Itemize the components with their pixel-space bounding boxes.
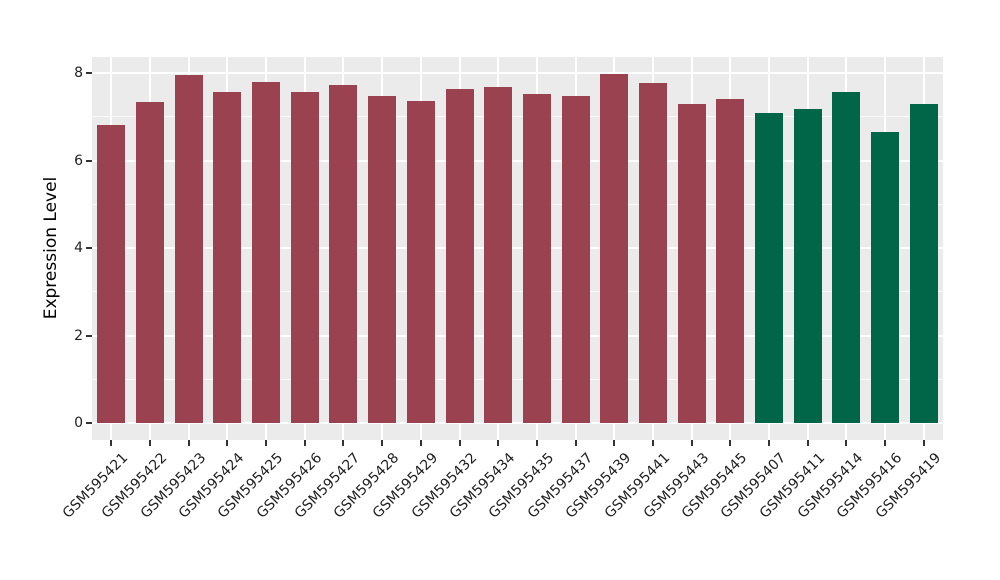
y-tick-label: 0 (74, 415, 83, 431)
x-tick-mark (187, 440, 190, 446)
gridline-horizontal-major (92, 422, 943, 424)
bar-GSM595421 (97, 124, 126, 423)
x-tick-mark (381, 440, 384, 446)
bar-GSM595435 (522, 94, 551, 423)
x-tick-mark (226, 440, 229, 446)
bar-GSM595424 (213, 91, 242, 423)
x-tick-mark (613, 440, 616, 446)
bar-GSM595427 (329, 84, 358, 423)
bar-GSM595414 (832, 92, 861, 424)
bar-GSM595423 (174, 75, 203, 423)
x-tick-mark (806, 440, 809, 446)
y-tick-label: 6 (74, 152, 83, 169)
x-tick-mark (845, 440, 848, 446)
bar-GSM595443 (677, 103, 706, 423)
gridline-horizontal-minor (92, 378, 943, 380)
bar-GSM595439 (600, 73, 629, 423)
x-tick-mark (651, 440, 654, 446)
x-tick-mark (574, 440, 577, 446)
x-tick-mark (884, 440, 886, 446)
bar-GSM595422 (136, 102, 164, 423)
gridline-horizontal-minor (92, 203, 943, 205)
y-tick-mark (86, 334, 92, 337)
bar-GSM595441 (638, 82, 667, 423)
bar-GSM595411 (793, 109, 822, 423)
bar-GSM595432 (445, 89, 474, 423)
x-tick-mark (458, 440, 461, 446)
y-tick-mark (86, 72, 92, 74)
y-tick-label: 4 (74, 240, 83, 256)
x-tick-mark (419, 440, 422, 446)
x-tick-mark (729, 440, 732, 446)
bar-GSM595419 (909, 103, 938, 423)
bar-GSM595429 (406, 101, 435, 423)
x-tick-mark (690, 440, 693, 446)
gridline-horizontal-major (92, 247, 943, 249)
x-tick-mark (149, 440, 151, 446)
bar-GSM595416 (871, 131, 899, 423)
x-tick-mark (303, 440, 306, 446)
x-tick-mark (767, 440, 770, 446)
bar-GSM595428 (368, 95, 397, 424)
x-tick-mark (497, 440, 500, 446)
plot-panel (92, 57, 943, 440)
bar-GSM595426 (290, 91, 319, 423)
x-tick-mark (922, 440, 925, 446)
bar-GSM595434 (484, 87, 513, 423)
x-tick-mark (265, 440, 268, 446)
gridline-horizontal-minor (92, 116, 943, 118)
gridline-horizontal-minor (92, 291, 943, 293)
gridline-horizontal-major (92, 72, 943, 74)
bar-GSM595437 (561, 95, 590, 424)
y-tick-label: 8 (74, 65, 83, 81)
bar-GSM595407 (754, 113, 783, 424)
y-tick-label: 2 (74, 327, 83, 344)
y-tick-mark (86, 422, 92, 424)
y-tick-mark (86, 159, 92, 162)
y-tick-mark (86, 247, 92, 249)
x-tick-mark (110, 440, 113, 446)
gridline-horizontal-major (92, 334, 943, 337)
x-tick-mark (535, 440, 538, 446)
x-tick-mark (342, 440, 345, 446)
gridline-horizontal-major (92, 159, 943, 162)
bar-GSM595445 (716, 98, 745, 423)
bar-GSM595425 (252, 81, 281, 424)
